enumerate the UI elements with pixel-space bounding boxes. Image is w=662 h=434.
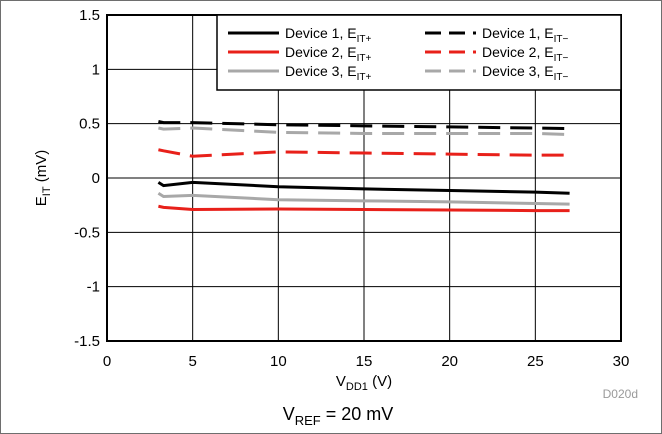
x-tick-label: 25 xyxy=(527,353,544,370)
series-line-1 xyxy=(157,180,570,195)
x-tick-label: 20 xyxy=(441,353,458,370)
series-line-2 xyxy=(158,120,570,131)
y-tick-label: -1 xyxy=(87,279,100,296)
legend-label-2: Device 1, EIT− xyxy=(482,25,568,45)
tick-labels: 0 5 10 15 20 25 30 1.5 1 0.5 0 -0.5 -1 -1.5 xyxy=(74,7,629,370)
y-tick-label: -1.5 xyxy=(74,333,100,350)
caption: VREF = 20 mV xyxy=(283,404,394,428)
legend-label-4: Device 2, EIT− xyxy=(482,44,568,64)
series-line-3 xyxy=(158,204,570,213)
legend-label-6: Device 3, EIT− xyxy=(482,63,568,83)
series-line-5 xyxy=(157,191,570,206)
y-tick-label: -0.5 xyxy=(74,224,100,241)
legend: Device 1, EIT+ Device 1, EIT−Device 2, EI… xyxy=(216,14,622,91)
legend-label-5: Device 3, EIT+ xyxy=(285,63,371,83)
x-tick-label: 10 xyxy=(270,353,287,370)
series-layer xyxy=(157,120,570,213)
figure-code: D020d xyxy=(603,387,638,401)
x-axis-label: VDD1 (V) xyxy=(336,373,392,393)
series-line-6 xyxy=(158,126,570,137)
y-tick-label: 0 xyxy=(92,170,100,187)
legend-label-3: Device 2, EIT+ xyxy=(285,44,371,64)
x-tick-label: 0 xyxy=(103,353,111,370)
x-tick-label: 15 xyxy=(356,353,373,370)
legend-label-1: Device 1, EIT+ xyxy=(285,25,371,45)
y-tick-label: 0.5 xyxy=(79,116,100,133)
y-tick-label: 1 xyxy=(92,61,100,78)
y-tick-label: 1.5 xyxy=(79,7,100,24)
y-axis-label: EIT (mV) xyxy=(33,150,53,206)
series-line-4 xyxy=(158,148,570,158)
legend-box xyxy=(216,14,622,91)
x-tick-label: 30 xyxy=(613,353,630,370)
x-tick-label: 5 xyxy=(188,353,196,370)
